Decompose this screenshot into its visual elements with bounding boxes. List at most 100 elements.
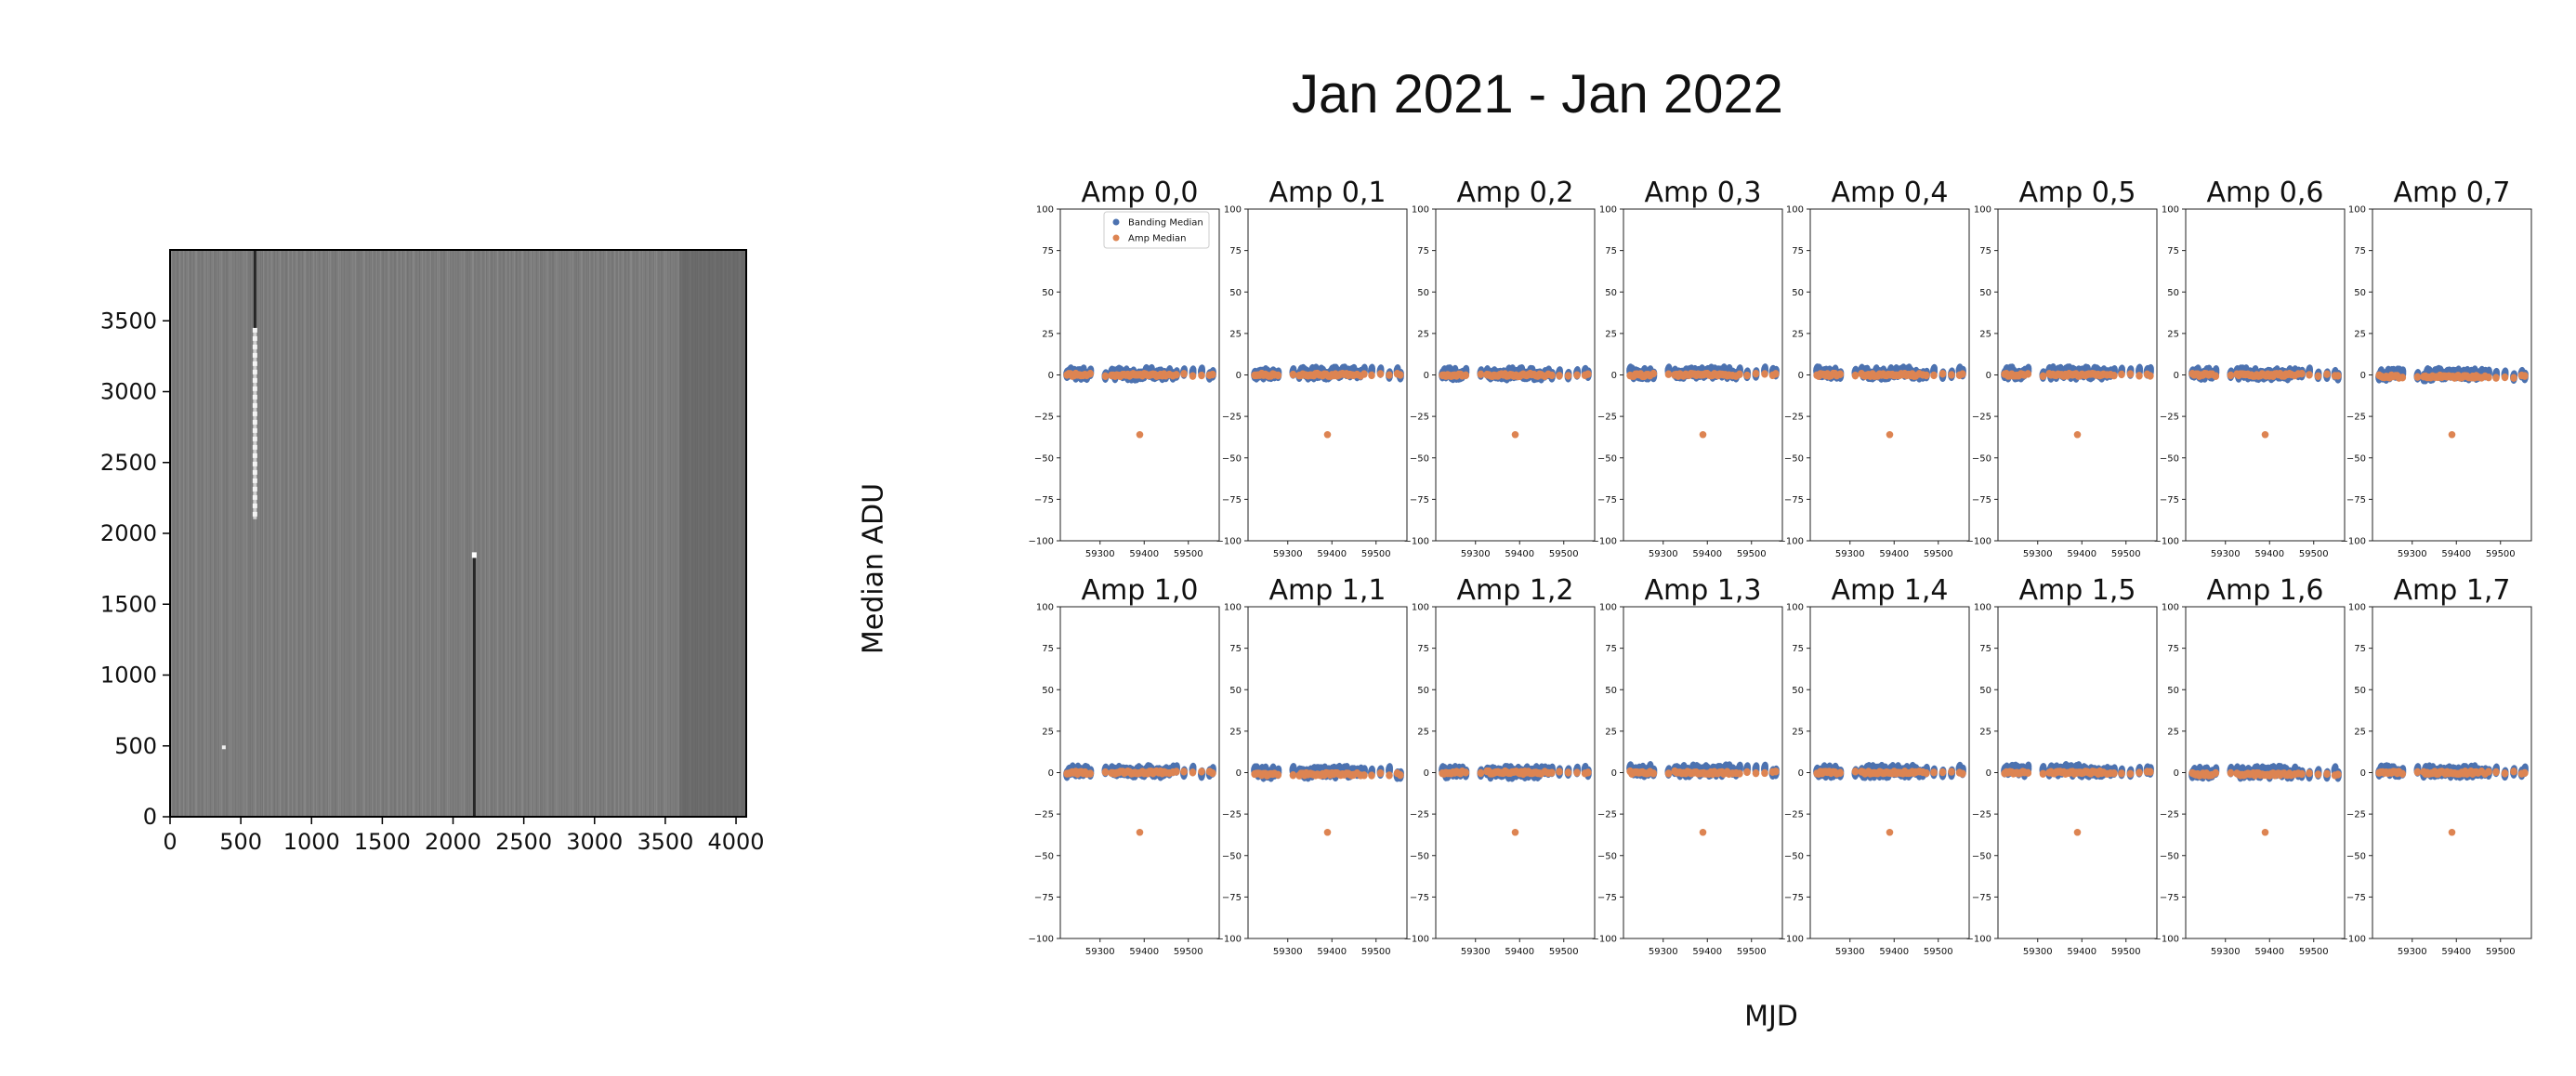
banding-median-point bbox=[2069, 365, 2077, 379]
banding-median-point bbox=[1146, 366, 1153, 376]
amp-median-point bbox=[2422, 372, 2429, 381]
banding-median-point bbox=[1181, 365, 1188, 375]
amp-median-point bbox=[2199, 371, 2207, 379]
banding-median-point bbox=[1441, 365, 1449, 375]
amp-median-point bbox=[2059, 372, 2068, 380]
amp-median-point bbox=[1497, 370, 1505, 378]
bright-pixel-run bbox=[252, 503, 257, 508]
banding-median-point bbox=[1531, 369, 1538, 379]
banding-median-point bbox=[1065, 765, 1073, 779]
banding-median-point bbox=[2025, 761, 2032, 771]
subplot-title: Amp 1,1 bbox=[1268, 574, 1386, 607]
figure-title: Jan 2021 - Jan 2022 bbox=[1292, 64, 1783, 125]
banding-median-point bbox=[2082, 364, 2090, 378]
banding-median-point bbox=[1321, 368, 1329, 378]
banding-median-point bbox=[2464, 767, 2471, 777]
banding-median-point bbox=[2399, 366, 2407, 380]
banding-median-point bbox=[1443, 365, 1452, 379]
amp-median-point bbox=[2080, 371, 2087, 379]
y-tick-label: −50 bbox=[1784, 851, 1804, 861]
banding-median-point bbox=[1301, 768, 1308, 778]
banding-median-point bbox=[2260, 369, 2268, 383]
banding-median-point bbox=[1348, 364, 1356, 374]
banding-median-point bbox=[2146, 364, 2154, 378]
amp-median-point bbox=[2003, 370, 2010, 378]
amp-median-point bbox=[2049, 769, 2057, 778]
banding-median-point bbox=[1720, 763, 1728, 773]
bright-pixel-run bbox=[252, 427, 257, 433]
banding-median-point bbox=[1827, 368, 1835, 382]
amp-median-point bbox=[2126, 370, 2135, 378]
banding-median-point bbox=[1155, 765, 1163, 775]
amp-median-point bbox=[1261, 769, 1269, 778]
banding-median-point bbox=[1318, 364, 1325, 374]
banding-median-point bbox=[1326, 767, 1334, 781]
amp-median-point bbox=[1346, 770, 1354, 779]
banding-median-point bbox=[2283, 768, 2292, 782]
amp-median-point bbox=[1304, 372, 1312, 380]
amp-median-point bbox=[1864, 370, 1873, 379]
banding-median-point bbox=[1524, 768, 1532, 781]
banding-median-point bbox=[2387, 764, 2396, 778]
x-tick-label: 59500 bbox=[2299, 947, 2329, 957]
amp-median-point bbox=[1823, 768, 1832, 777]
x-tick-label: 59500 bbox=[1924, 549, 1953, 559]
amp-median-point bbox=[1346, 370, 1354, 379]
banding-median-point bbox=[1127, 370, 1136, 384]
banding-median-point bbox=[1683, 366, 1691, 380]
banding-median-point bbox=[1638, 763, 1647, 777]
banding-median-point bbox=[1821, 366, 1830, 380]
banding-median-point bbox=[1819, 366, 1826, 376]
banding-median-point bbox=[1306, 368, 1314, 382]
banding-median-point bbox=[1066, 765, 1074, 779]
amp-median-point bbox=[1307, 769, 1314, 778]
x-tick-label: 59400 bbox=[1317, 549, 1347, 559]
banding-median-point bbox=[2448, 367, 2455, 377]
banding-median-point bbox=[2278, 367, 2286, 381]
amp-median-point bbox=[1328, 768, 1336, 778]
banding-median-point bbox=[2006, 363, 2014, 374]
banding-median-point bbox=[2436, 366, 2444, 380]
x-tick-label: 59500 bbox=[1924, 947, 1953, 957]
amp-median-point bbox=[1386, 771, 1393, 780]
banding-median-point bbox=[1360, 364, 1368, 378]
banding-median-point bbox=[2464, 767, 2473, 781]
amp-median-point bbox=[2013, 371, 2021, 380]
y-tick-label: 25 bbox=[1792, 329, 1804, 339]
amp-median-point bbox=[1705, 769, 1713, 779]
amp-median-point bbox=[1871, 768, 1878, 778]
amp-median-point bbox=[1297, 769, 1305, 778]
amp-median-point bbox=[1477, 370, 1485, 379]
banding-median-point bbox=[1189, 365, 1197, 375]
banding-median-point bbox=[1693, 761, 1701, 771]
amp-median-point bbox=[1077, 768, 1085, 776]
amp-median-point bbox=[1451, 768, 1459, 777]
banding-median-point bbox=[1450, 369, 1457, 379]
banding-median-point bbox=[2298, 366, 2306, 376]
banding-median-point bbox=[2079, 365, 2086, 375]
banding-median-point bbox=[2458, 368, 2465, 378]
banding-median-point bbox=[2466, 367, 2475, 381]
banding-median-point bbox=[2144, 763, 2151, 773]
banding-median-point bbox=[1071, 365, 1078, 375]
banding-median-point bbox=[2017, 763, 2025, 773]
banding-median-point bbox=[1173, 762, 1180, 772]
amp-median-point bbox=[1892, 769, 1899, 778]
banding-median-point bbox=[2436, 764, 2444, 778]
banding-median-point bbox=[1258, 764, 1266, 774]
banding-median-point bbox=[1304, 369, 1312, 383]
amp-median-point bbox=[1584, 768, 1592, 777]
banding-median-point bbox=[2463, 768, 2471, 781]
banding-median-point bbox=[2389, 366, 2398, 380]
banding-median-point bbox=[1083, 370, 1091, 384]
y-tick-label: 75 bbox=[1229, 246, 1242, 256]
banding-median-point bbox=[1674, 763, 1680, 773]
banding-median-point bbox=[1522, 764, 1531, 778]
x-tick-label: 59500 bbox=[1737, 549, 1767, 559]
banding-median-point bbox=[1271, 367, 1279, 377]
banding-median-point bbox=[2057, 764, 2066, 778]
amp-median-point bbox=[1125, 372, 1134, 380]
image-x-tick-label: 0 bbox=[163, 829, 177, 855]
banding-median-point bbox=[2438, 369, 2446, 383]
image-y-tick-label: 500 bbox=[114, 733, 157, 759]
